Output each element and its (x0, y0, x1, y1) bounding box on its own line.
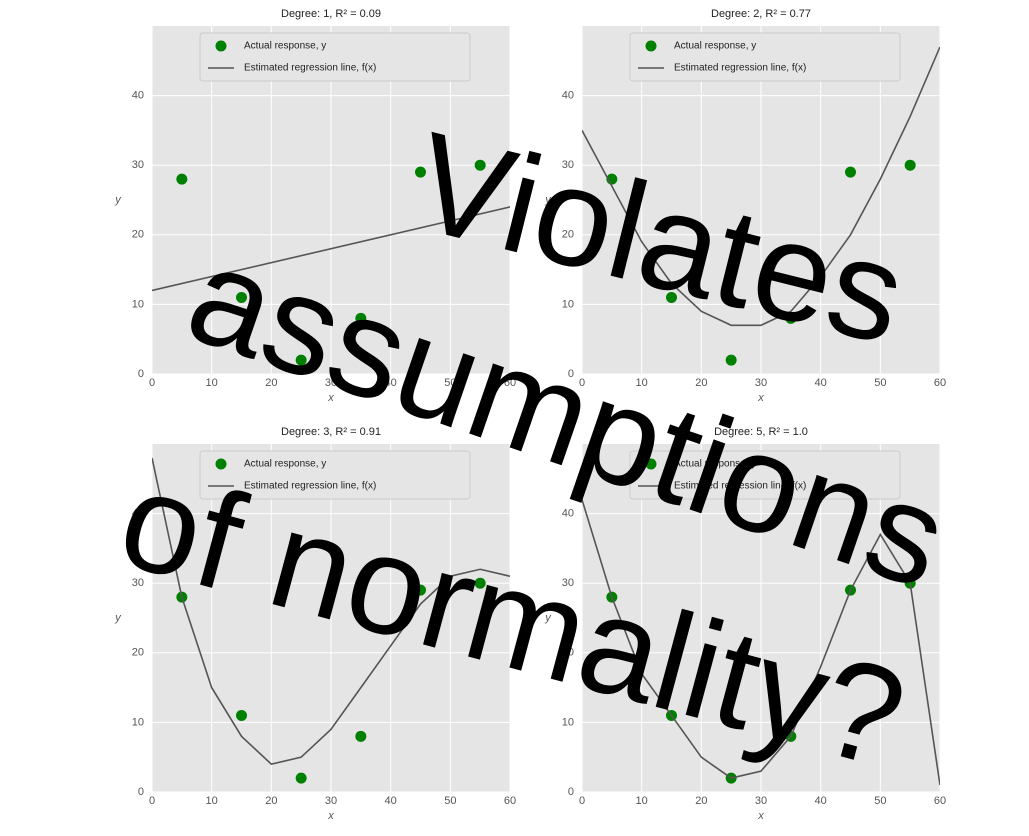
y-tick-label: 0 (138, 368, 144, 380)
x-axis-label: x (757, 392, 764, 404)
data-point (355, 730, 367, 742)
x-tick-label: 10 (206, 795, 218, 807)
legend-box (199, 32, 471, 82)
x-tick-label: 20 (265, 795, 277, 807)
x-tick-label: 20 (695, 795, 707, 807)
x-tick-label: 40 (385, 377, 397, 389)
y-tick-label: 10 (132, 716, 144, 728)
chart-title: Degree: 2, R² = 0.77 (711, 8, 811, 20)
legend-marker (645, 458, 657, 470)
y-axis-label: y (544, 194, 552, 206)
chart-title: Degree: 5, R² = 1.0 (714, 426, 808, 438)
legend-label: Estimated regression line, f(x) (244, 481, 376, 492)
regression-line (582, 46, 940, 327)
y-axis-label: y (114, 194, 122, 206)
legend-label: Estimated regression line, f(x) (244, 63, 376, 74)
legend-marker (645, 40, 657, 52)
x-tick-label: 0 (149, 795, 155, 807)
legend-label: Actual response, y (674, 41, 756, 52)
x-tick-label: 0 (579, 377, 585, 389)
x-tick-label: 30 (755, 795, 767, 807)
y-tick-label: 40 (132, 508, 144, 520)
legend-label: Estimated regression line, f(x) (674, 63, 806, 74)
x-tick-label: 0 (579, 795, 585, 807)
y-tick-label: 10 (562, 716, 574, 728)
x-tick-label: 60 (504, 795, 516, 807)
y-tick-label: 10 (132, 298, 144, 310)
data-point (785, 312, 797, 324)
chart-title: Degree: 1, R² = 0.09 (281, 8, 381, 20)
x-tick-label: 50 (444, 795, 456, 807)
y-tick-label: 40 (562, 90, 574, 102)
x-tick-label: 60 (934, 795, 946, 807)
x-tick-label: 10 (636, 377, 648, 389)
x-tick-label: 10 (206, 377, 218, 389)
y-tick-label: 20 (132, 229, 144, 241)
data-point (295, 354, 307, 366)
y-tick-label: 30 (132, 159, 144, 171)
x-tick-label: 40 (815, 795, 827, 807)
data-point (295, 772, 307, 784)
data-point (236, 291, 247, 303)
x-tick-label: 50 (874, 795, 886, 807)
x-tick-label: 60 (934, 377, 946, 389)
x-axis-label: x (327, 392, 334, 404)
legend-box (629, 32, 901, 82)
legend-box (629, 450, 901, 500)
x-tick-label: 50 (874, 377, 886, 389)
data-point (236, 709, 247, 721)
y-tick-label: 20 (132, 647, 144, 659)
y-tick-label: 0 (568, 368, 574, 380)
x-tick-label: 20 (265, 377, 277, 389)
legend-box (199, 450, 471, 500)
y-tick-label: 20 (562, 647, 574, 659)
y-tick-label: 30 (132, 577, 144, 589)
y-tick-label: 40 (562, 508, 574, 520)
x-tick-label: 30 (325, 377, 337, 389)
y-tick-label: 10 (562, 298, 574, 310)
legend-marker (215, 458, 227, 470)
legend-label: Estimated regression line, f(x) (674, 481, 806, 492)
x-tick-label: 50 (444, 377, 456, 389)
legend-marker (215, 40, 227, 52)
legend-label: Actual response, y (244, 459, 326, 470)
x-tick-label: 40 (385, 795, 397, 807)
x-tick-label: 10 (636, 795, 648, 807)
data-point (904, 159, 916, 171)
y-tick-label: 0 (138, 786, 144, 798)
x-tick-label: 30 (325, 795, 337, 807)
data-point (474, 577, 486, 589)
x-tick-label: 20 (695, 377, 707, 389)
x-axis-label: x (327, 810, 334, 822)
x-tick-label: 30 (755, 377, 767, 389)
y-tick-label: 30 (562, 159, 574, 171)
y-axis-label: y (114, 612, 122, 624)
x-tick-label: 40 (815, 377, 827, 389)
regression-line (582, 499, 940, 786)
data-point (845, 166, 856, 178)
x-axis-label: x (757, 810, 764, 822)
data-point (725, 354, 737, 366)
y-tick-label: 40 (132, 90, 144, 102)
regression-line (152, 457, 510, 766)
data-point (474, 159, 486, 171)
regression-line (152, 206, 510, 292)
chart-title: Degree: 3, R² = 0.91 (281, 426, 381, 438)
data-point (415, 584, 426, 596)
data-point (666, 291, 677, 303)
x-tick-label: 0 (149, 377, 155, 389)
legend-label: Actual response, y (244, 41, 326, 52)
data-point (176, 173, 188, 185)
y-tick-label: 20 (562, 229, 574, 241)
legend-label: Actual response, y (674, 459, 756, 470)
data-point (355, 312, 367, 324)
y-tick-label: 30 (562, 577, 574, 589)
data-point (415, 166, 426, 178)
y-tick-label: 0 (568, 786, 574, 798)
x-tick-label: 60 (504, 377, 516, 389)
y-axis-label: y (544, 612, 552, 624)
